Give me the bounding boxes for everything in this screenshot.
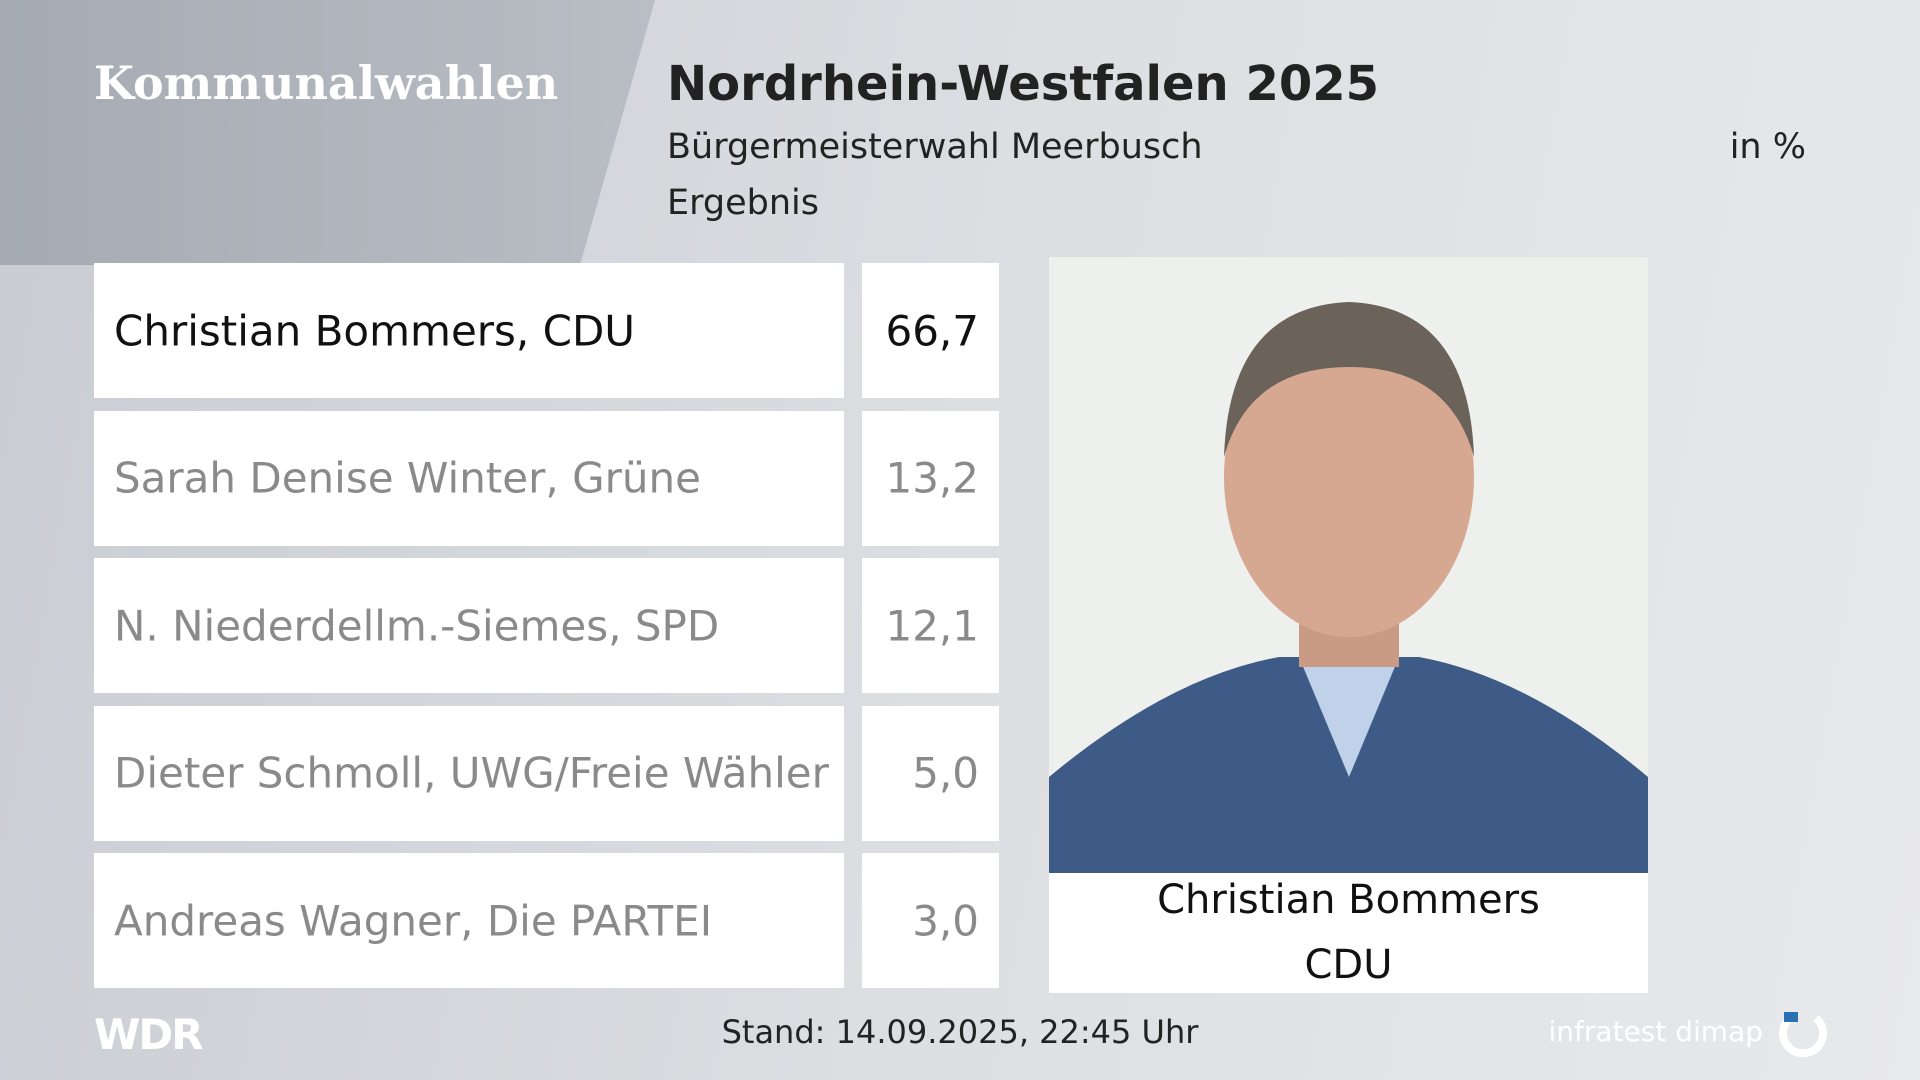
result-value-text: 66,7 — [885, 306, 979, 355]
candidate-text: Sarah Denise Winter, Grüne — [114, 453, 701, 503]
result-value-text: 3,0 — [912, 896, 979, 945]
result-value-text: 5,0 — [912, 748, 979, 798]
winner-party: CDU — [1304, 942, 1393, 988]
unit: in % — [1729, 127, 1806, 167]
photo — [1049, 257, 1648, 873]
result-value: 5,0 — [862, 705, 999, 841]
result-value: 3,0 — [862, 853, 999, 988]
candidate: Sarah Denise Winter, Grüne — [94, 410, 844, 546]
brand: Kommunalwahlen — [94, 56, 559, 110]
candidate-text: Andreas Wagner, Die PARTEI — [114, 896, 713, 945]
result-value-text: 12,1 — [885, 601, 979, 650]
stand: Stand: 14.09.2025, 22:45 Uhr — [721, 1013, 1199, 1051]
label: Ergebnis — [667, 183, 819, 223]
candidate-text: Christian Bommers, CDU — [114, 306, 636, 355]
logo: WDR — [94, 1010, 204, 1059]
result-value: 66,7 — [862, 263, 999, 398]
source-logo — [1779, 1012, 1827, 1058]
caption-box — [1049, 873, 1648, 993]
result-value-text: 13,2 — [885, 453, 979, 503]
candidate: Dieter Schmoll, UWG/Freie Wähler — [94, 705, 844, 841]
result-value: 12,1 — [862, 558, 999, 693]
source: infratest dimap — [1548, 1015, 1763, 1048]
winner-name: Christian Bommers — [1157, 877, 1540, 923]
candidate: Andreas Wagner, Die PARTEI — [94, 853, 844, 988]
candidate: Christian Bommers, CDU — [94, 263, 844, 398]
candidate: N. Niederdellm.-Siemes, SPD — [94, 558, 844, 693]
candidate-text: Dieter Schmoll, UWG/Freie Wähler — [114, 748, 829, 798]
candidate-text: N. Niederdellm.-Siemes, SPD — [114, 601, 720, 650]
photo-placeholder — [1049, 302, 1648, 873]
result-value: 13,2 — [862, 410, 999, 546]
title: Nordrhein-Westfalen 2025 — [667, 56, 1380, 112]
subtitle: Bürgermeisterwahl Meerbusch — [667, 127, 1203, 167]
